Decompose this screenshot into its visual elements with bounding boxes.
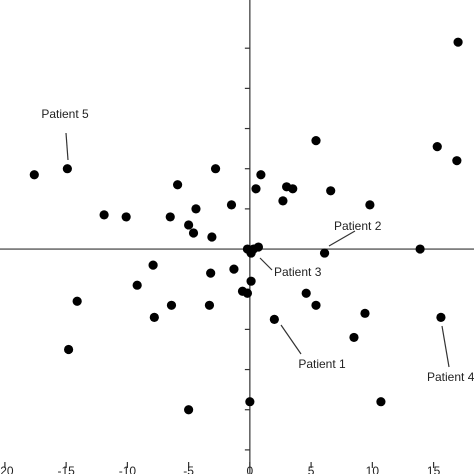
annotation-leader <box>65 132 69 161</box>
x-tick-label: -10 <box>119 464 137 474</box>
point <box>415 244 425 254</box>
point <box>360 308 370 318</box>
point <box>253 242 264 252</box>
point <box>172 180 183 190</box>
point <box>149 312 159 322</box>
point <box>72 296 82 306</box>
point <box>301 288 311 298</box>
point <box>246 276 256 286</box>
point <box>148 260 158 270</box>
point <box>269 314 279 324</box>
point <box>191 204 201 214</box>
point <box>229 264 239 274</box>
point <box>166 300 177 310</box>
point <box>251 184 261 194</box>
point <box>319 248 330 258</box>
annotation: Patient 5 <box>41 107 89 121</box>
point <box>311 300 321 310</box>
x-tick-label: 5 <box>308 464 315 474</box>
point <box>132 280 142 290</box>
point <box>184 220 194 230</box>
point <box>210 164 221 174</box>
point <box>311 135 321 146</box>
x-tick-label: -5 <box>183 464 194 474</box>
annotation: Patient 4 <box>427 370 474 384</box>
point <box>349 332 359 343</box>
x-tick-label: 15 <box>427 464 441 474</box>
point <box>226 200 237 210</box>
point <box>63 344 74 355</box>
point <box>452 156 462 166</box>
point <box>326 186 336 196</box>
point <box>207 232 217 242</box>
point <box>245 397 255 407</box>
point <box>165 212 175 222</box>
point <box>376 397 386 407</box>
point <box>453 37 463 47</box>
annotation: Patient 2 <box>334 219 382 233</box>
annotation-leader <box>328 230 356 247</box>
point <box>242 288 253 298</box>
point <box>204 300 215 310</box>
point <box>432 142 442 152</box>
point <box>206 268 216 278</box>
point <box>99 210 109 220</box>
point <box>256 170 266 180</box>
point <box>121 212 131 222</box>
point <box>365 200 375 210</box>
point <box>436 312 446 322</box>
annotation-leader <box>441 325 450 368</box>
point <box>278 196 288 206</box>
point <box>62 164 72 174</box>
annotation: Patient 3 <box>274 265 322 279</box>
x-tick-label: 0 <box>247 464 254 474</box>
x-tick-label: -20 <box>0 464 14 474</box>
point <box>184 405 194 415</box>
annotation: Patient 1 <box>298 357 346 371</box>
point <box>288 184 298 194</box>
point <box>246 248 256 258</box>
x-tick-label: -15 <box>57 464 75 474</box>
x-tick-label: 10 <box>366 464 380 474</box>
annotation-leader <box>280 324 302 355</box>
annotation-leader <box>259 257 273 271</box>
point <box>29 170 39 180</box>
point <box>188 228 199 238</box>
